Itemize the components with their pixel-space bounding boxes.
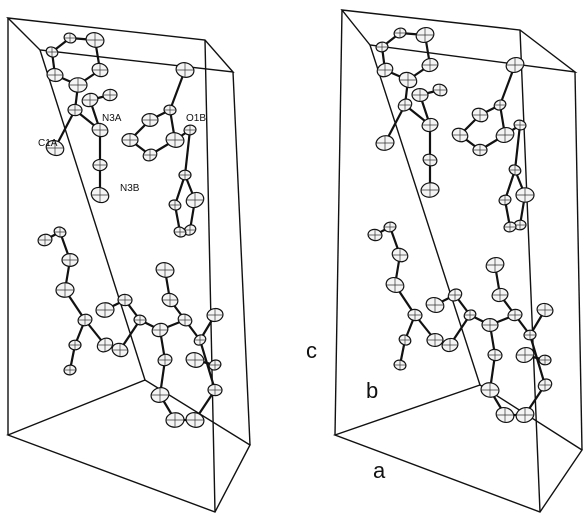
molecules (37, 25, 555, 429)
cell-edge (205, 40, 215, 512)
atom-label: O1B (186, 113, 206, 124)
cell-top (8, 18, 233, 72)
cell-top (342, 10, 575, 72)
cell-edge (575, 72, 582, 450)
axis-label: c (306, 338, 317, 363)
axis-label: b (366, 378, 378, 403)
bond (515, 125, 520, 170)
atom-label: N3A (102, 113, 122, 124)
stereo-figure: N3A O1B C1A N3B c b a (0, 0, 587, 521)
axis-label: a (373, 458, 386, 483)
cell-edge (335, 10, 342, 435)
atom-label: N3B (120, 183, 140, 194)
atom-label: C1A (38, 138, 58, 149)
bond (185, 130, 190, 175)
unit-cell-right (335, 10, 582, 512)
cell-edge (233, 72, 250, 445)
unit-cell-left (8, 18, 250, 512)
cell-edge (520, 30, 540, 512)
cell-bottom (335, 385, 582, 512)
